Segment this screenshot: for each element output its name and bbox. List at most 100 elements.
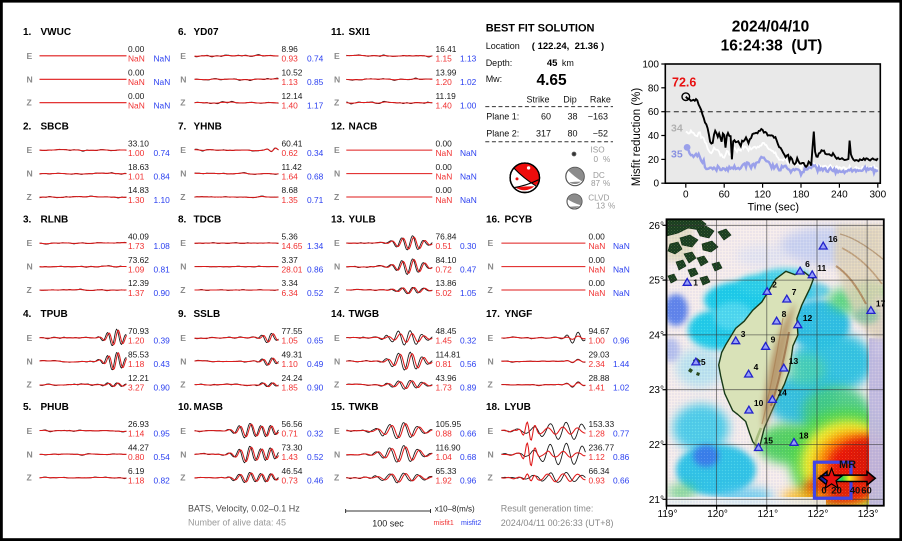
svg-text:11.: 11. — [331, 27, 345, 38]
svg-text:1.40: 1.40 — [282, 101, 299, 111]
svg-text:1.41: 1.41 — [589, 383, 606, 393]
svg-text:6: 6 — [805, 259, 810, 269]
svg-text:20: 20 — [831, 486, 842, 497]
svg-text:N: N — [27, 74, 33, 84]
svg-text:10.52: 10.52 — [282, 68, 303, 78]
svg-text:0.73: 0.73 — [282, 476, 299, 486]
svg-text:0.00: 0.00 — [589, 278, 606, 288]
svg-text:0.65: 0.65 — [307, 336, 324, 346]
svg-text:0.72: 0.72 — [436, 264, 453, 274]
svg-text:1.85: 1.85 — [282, 383, 299, 393]
svg-text:Strike: Strike — [527, 95, 550, 105]
svg-text:0.39: 0.39 — [154, 336, 171, 346]
svg-text:21°: 21° — [649, 495, 664, 506]
svg-text:E: E — [27, 145, 33, 155]
svg-text:N: N — [27, 449, 33, 459]
svg-text:N: N — [180, 74, 186, 84]
svg-text:E: E — [180, 426, 186, 436]
svg-text:120: 120 — [754, 190, 771, 201]
svg-text:0.82: 0.82 — [154, 476, 171, 486]
svg-text:%: % — [603, 179, 610, 188]
svg-text:1.04: 1.04 — [436, 452, 453, 462]
svg-text:Dip: Dip — [563, 95, 577, 105]
svg-text:1.01: 1.01 — [128, 171, 145, 181]
svg-text:0.71: 0.71 — [307, 195, 324, 205]
svg-text:48.45: 48.45 — [436, 326, 457, 336]
svg-text:29.03: 29.03 — [589, 350, 610, 360]
svg-text:17: 17 — [876, 299, 886, 309]
svg-text:E: E — [334, 426, 340, 436]
svg-text:13.99: 13.99 — [436, 68, 457, 78]
svg-text:N: N — [27, 262, 33, 272]
svg-text:1.37: 1.37 — [128, 288, 145, 298]
svg-text:24°: 24° — [649, 330, 664, 341]
svg-text:105.95: 105.95 — [436, 419, 462, 429]
svg-text:E: E — [180, 145, 186, 155]
svg-text:0.74: 0.74 — [307, 54, 324, 64]
svg-text:45: 45 — [547, 58, 558, 69]
svg-text:65.33: 65.33 — [436, 466, 457, 476]
svg-text:E: E — [180, 333, 186, 343]
svg-text:73.30: 73.30 — [282, 443, 303, 453]
svg-text:Z: Z — [488, 473, 493, 483]
svg-text:Z: Z — [180, 285, 185, 295]
svg-text:N: N — [180, 262, 186, 272]
svg-text:0.89: 0.89 — [460, 383, 477, 393]
svg-text:0.71: 0.71 — [282, 429, 299, 439]
svg-text:12.14: 12.14 — [282, 91, 303, 101]
svg-text:Z: Z — [180, 192, 185, 202]
svg-text:1.05: 1.05 — [282, 336, 299, 346]
svg-text:1.10: 1.10 — [154, 195, 171, 205]
svg-text:km: km — [562, 58, 574, 68]
svg-text:−52: −52 — [593, 128, 608, 138]
svg-text:YULB: YULB — [349, 215, 376, 226]
svg-text:TDCB: TDCB — [194, 215, 222, 226]
svg-text:Time (sec): Time (sec) — [748, 202, 800, 214]
svg-text:E: E — [334, 145, 340, 155]
svg-text:N: N — [334, 356, 340, 366]
svg-text:Z: Z — [180, 380, 185, 390]
svg-text:1.18: 1.18 — [128, 476, 145, 486]
svg-text:13: 13 — [596, 202, 606, 211]
svg-text:10.: 10. — [178, 402, 192, 413]
svg-text:1.18: 1.18 — [128, 359, 145, 369]
svg-text:80: 80 — [567, 128, 577, 138]
svg-text:PCYB: PCYB — [505, 215, 533, 226]
svg-text:11.42: 11.42 — [282, 162, 303, 172]
svg-text:N: N — [488, 449, 494, 459]
svg-text:Z: Z — [334, 285, 339, 295]
svg-text:8.68: 8.68 — [282, 185, 299, 195]
svg-text:E: E — [180, 238, 186, 248]
svg-text:5: 5 — [701, 357, 706, 367]
svg-text:0.62: 0.62 — [282, 148, 299, 158]
svg-text:22°: 22° — [649, 440, 664, 451]
svg-text:153.33: 153.33 — [589, 419, 615, 429]
svg-text:26°: 26° — [649, 221, 664, 232]
svg-text:Z: Z — [27, 473, 32, 483]
svg-text:NaN: NaN — [154, 101, 171, 111]
svg-text:16.41: 16.41 — [436, 44, 457, 54]
svg-text:1.14: 1.14 — [128, 429, 145, 439]
svg-text:123°: 123° — [858, 509, 879, 520]
svg-text:0.93: 0.93 — [589, 476, 606, 486]
svg-text:Z: Z — [334, 473, 339, 483]
svg-text:0.52: 0.52 — [307, 452, 324, 462]
svg-text:( 122.24, 21.36 ): ( 122.24, 21.36 ) — [532, 41, 604, 52]
svg-text:N: N — [180, 449, 186, 459]
svg-text:12.: 12. — [331, 122, 345, 133]
svg-text:NaN: NaN — [589, 288, 606, 298]
svg-text:1.00: 1.00 — [128, 148, 145, 158]
svg-text:180: 180 — [793, 190, 810, 201]
svg-text:YD07: YD07 — [194, 27, 219, 38]
svg-text:0.81: 0.81 — [436, 359, 453, 369]
svg-text:1.64: 1.64 — [282, 171, 299, 181]
svg-text:43.96: 43.96 — [436, 373, 457, 383]
svg-text:73.62: 73.62 — [128, 255, 149, 265]
svg-text:0: 0 — [821, 486, 826, 497]
svg-text:NaN: NaN — [436, 195, 453, 205]
svg-text:1.13: 1.13 — [282, 77, 299, 87]
svg-text:5.36: 5.36 — [282, 231, 299, 241]
svg-text:Depth:: Depth: — [486, 58, 513, 68]
svg-text:0.77: 0.77 — [613, 429, 630, 439]
svg-text:%: % — [603, 155, 610, 164]
